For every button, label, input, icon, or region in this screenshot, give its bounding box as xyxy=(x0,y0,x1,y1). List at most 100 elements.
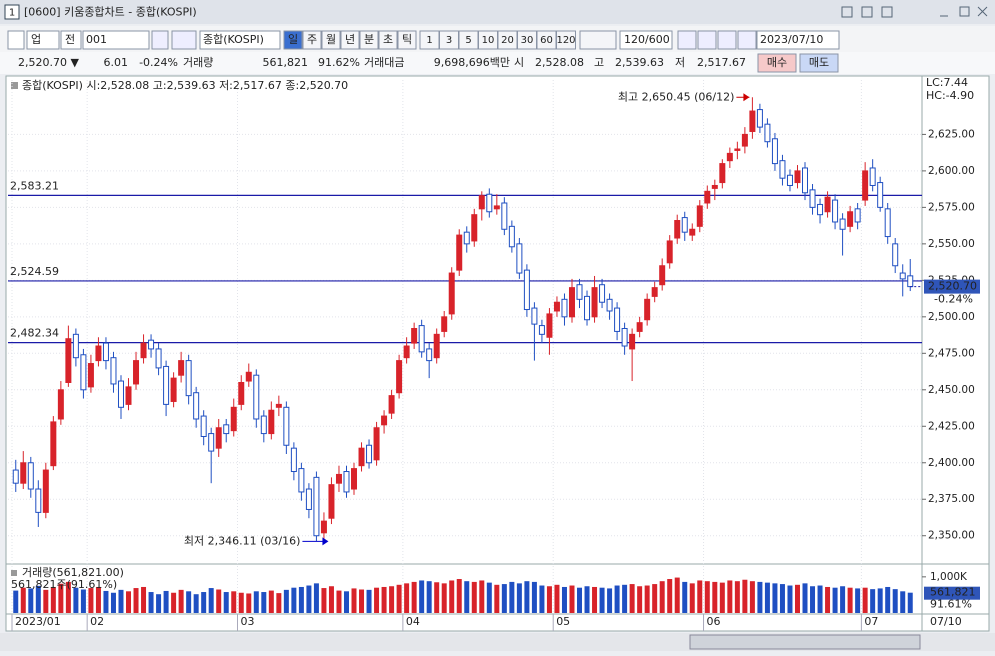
volume-bar xyxy=(486,582,492,613)
sound-button[interactable] xyxy=(171,30,197,50)
volume-bar xyxy=(712,581,718,613)
volume-bar xyxy=(832,587,838,613)
period-label[interactable]: 초 xyxy=(383,33,393,46)
volume-bar xyxy=(749,581,755,613)
candle-body xyxy=(320,520,327,534)
count: 120/600 xyxy=(624,33,670,46)
candle-body xyxy=(877,182,884,208)
volume-bar xyxy=(50,586,56,613)
period-label[interactable]: 월 xyxy=(326,33,336,46)
candle-body xyxy=(802,167,809,194)
period-label[interactable]: 주 xyxy=(307,33,317,46)
interval-label[interactable]: 5 xyxy=(465,35,471,46)
tool-button[interactable] xyxy=(737,30,757,50)
candle-body xyxy=(102,342,109,362)
toolbar-icon[interactable] xyxy=(7,30,25,50)
count-field xyxy=(619,30,673,50)
volume-bar xyxy=(855,588,861,613)
interval-button[interactable] xyxy=(556,30,576,50)
volume-bar xyxy=(644,585,650,613)
volume-bar xyxy=(501,584,507,613)
search-button[interactable] xyxy=(151,30,169,50)
interval-label[interactable]: 20 xyxy=(501,35,514,46)
volume-bar xyxy=(374,587,380,613)
code-input[interactable] xyxy=(82,30,150,50)
interval-select[interactable] xyxy=(579,30,617,50)
volume-bar xyxy=(674,577,680,613)
volume-bar xyxy=(411,581,417,613)
volume-bar xyxy=(88,588,94,613)
volume-ratio: 91.61% xyxy=(930,598,972,611)
candle-body xyxy=(155,348,162,369)
volume-bar xyxy=(847,587,853,613)
candle-body xyxy=(396,360,403,394)
candle-body xyxy=(433,333,440,359)
high-label: 고 xyxy=(594,56,604,69)
interval-label[interactable]: 120 xyxy=(556,35,575,46)
interval-label[interactable]: 3 xyxy=(446,35,452,46)
candle-body xyxy=(817,203,824,216)
period-button[interactable] xyxy=(359,30,379,50)
sell-button[interactable] xyxy=(799,53,839,73)
candle-body xyxy=(854,208,861,223)
candle-body xyxy=(726,152,733,162)
volume-bar xyxy=(764,582,770,613)
candle-body xyxy=(125,386,132,405)
candle-body xyxy=(12,469,19,484)
x-tick-label: 06 xyxy=(707,615,721,628)
period-label[interactable]: 틱 xyxy=(402,33,412,46)
volume-bar xyxy=(539,585,545,613)
candle-body xyxy=(486,193,493,213)
period-button[interactable] xyxy=(321,30,341,50)
volume-bar xyxy=(193,594,199,613)
amount: 9,698,696백만 xyxy=(434,56,510,69)
tool-button[interactable] xyxy=(697,30,717,50)
candle-body xyxy=(771,138,778,165)
volume-bar xyxy=(306,585,312,613)
volume-bar xyxy=(246,593,252,613)
volume-bar xyxy=(652,584,658,613)
period-button[interactable] xyxy=(283,30,303,50)
candle-body xyxy=(561,298,568,318)
volume-bar xyxy=(870,589,876,613)
buy-button[interactable] xyxy=(757,53,797,73)
y-tick-label: 2,625.00 xyxy=(928,128,975,140)
window-icon: 1 xyxy=(9,8,15,19)
scope-select[interactable] xyxy=(60,30,82,50)
tool-button[interactable] xyxy=(677,30,697,50)
period-button[interactable] xyxy=(378,30,398,50)
name: 종합(KOSPI) xyxy=(203,33,264,46)
period-button[interactable] xyxy=(302,30,322,50)
market-select[interactable] xyxy=(26,30,60,50)
window-buttons[interactable] xyxy=(841,6,988,18)
candle-body xyxy=(907,275,914,288)
high: 2,539.63 xyxy=(615,56,664,69)
scroll-thumb[interactable] xyxy=(689,634,921,650)
volume-bar xyxy=(208,588,214,613)
period-button[interactable] xyxy=(397,30,417,50)
period-label[interactable]: 분 xyxy=(364,33,374,46)
date-field[interactable] xyxy=(756,30,840,50)
period-label[interactable]: 년 xyxy=(345,33,355,46)
interval-label[interactable]: 60 xyxy=(540,35,553,46)
volume-bar xyxy=(584,586,590,613)
candle-body xyxy=(148,339,155,350)
interval-label[interactable]: 10 xyxy=(482,35,495,46)
candle-body xyxy=(283,406,290,446)
candle-body xyxy=(764,123,771,143)
volume-bar xyxy=(389,586,395,613)
period-label[interactable]: 일 xyxy=(288,32,298,46)
interval-label[interactable]: 30 xyxy=(521,35,534,46)
tool-button[interactable] xyxy=(717,30,737,50)
candle-body xyxy=(696,205,703,227)
period-button[interactable] xyxy=(340,30,360,50)
interval-label[interactable]: 1 xyxy=(426,35,432,46)
volume-bar xyxy=(561,586,567,613)
candle-body xyxy=(27,462,34,490)
candle-body xyxy=(809,189,816,208)
volume-bar xyxy=(546,586,552,613)
candle-body xyxy=(659,265,666,286)
candle-body xyxy=(193,392,200,420)
amount-label: 거래대금 xyxy=(364,56,404,69)
